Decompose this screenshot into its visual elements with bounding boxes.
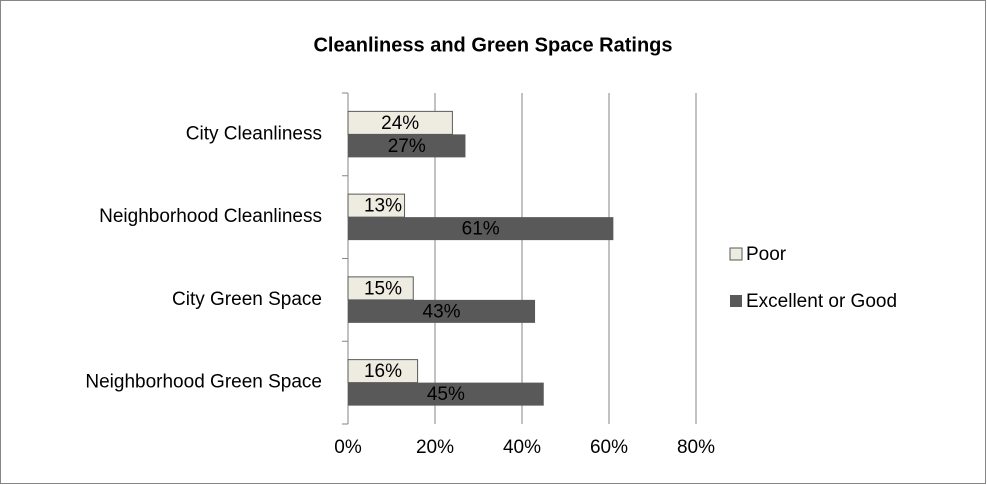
- x-tick-label: 20%: [416, 437, 454, 458]
- x-tick-label: 0%: [334, 437, 362, 458]
- y-tick-label: City Cleanliness: [186, 123, 322, 144]
- data-label: 15%: [364, 278, 402, 299]
- legend-swatch: [729, 247, 743, 261]
- data-label: 61%: [462, 219, 500, 240]
- bar: [348, 217, 614, 241]
- data-label: 13%: [364, 196, 402, 217]
- data-label: 43%: [423, 301, 461, 322]
- y-tick-label: Neighborhood Green Space: [85, 372, 322, 393]
- x-tick-label: 80%: [677, 437, 715, 458]
- data-label: 27%: [388, 136, 426, 157]
- x-tick-label: 40%: [503, 437, 541, 458]
- data-label: 24%: [381, 113, 419, 134]
- x-tick-label: 60%: [590, 437, 628, 458]
- y-tick-label: Neighborhood Cleanliness: [99, 206, 322, 227]
- data-label: 45%: [427, 384, 465, 405]
- legend-swatch: [730, 295, 742, 307]
- chart-title: Cleanliness and Green Space Ratings: [313, 34, 672, 56]
- bar: [348, 382, 544, 406]
- legend-label: Poor: [746, 244, 787, 265]
- bar: [348, 299, 536, 323]
- data-label: 16%: [364, 361, 402, 382]
- y-tick-label: City Green Space: [172, 289, 322, 310]
- bar: [348, 134, 466, 158]
- legend-label: Excellent or Good: [746, 291, 897, 312]
